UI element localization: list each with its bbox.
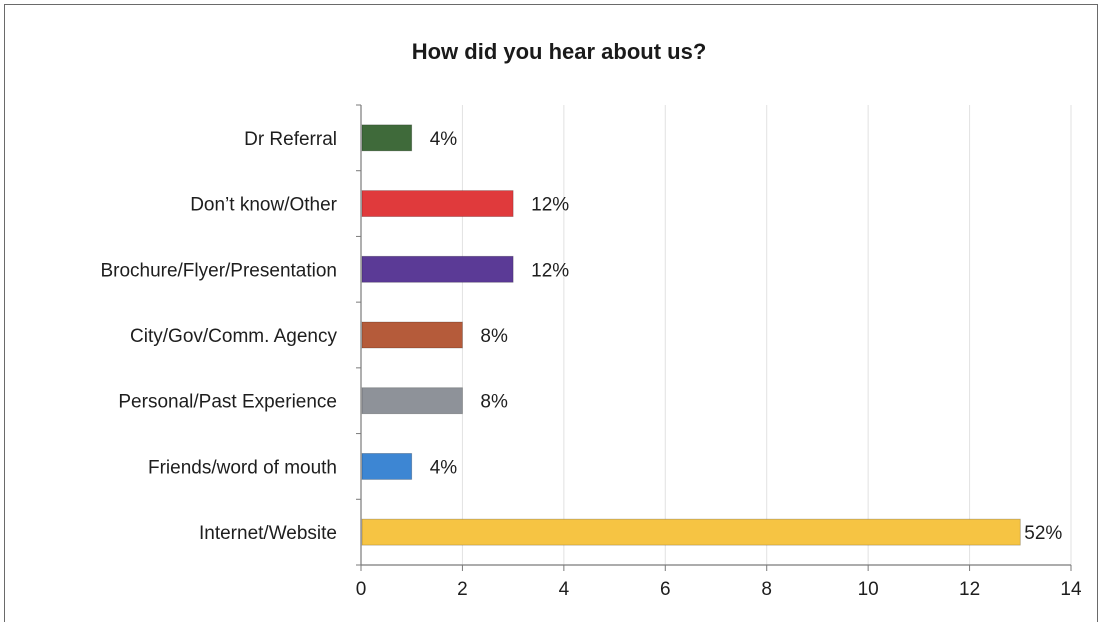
data-label: 4% [430, 129, 458, 150]
x-tick-label: 6 [660, 579, 671, 600]
category-label: Dr Referral [244, 129, 337, 150]
labels: Dr Referral 4% Don’t know/Other 12% Brochure… [100, 129, 1062, 544]
category-label: Friends/word of mouth [148, 457, 337, 478]
category-label: Brochure/Flyer/Presentation [100, 260, 337, 281]
bar [361, 124, 413, 152]
category-label: Don’t know/Other [190, 195, 337, 216]
bar [361, 453, 413, 480]
chart-frame: How did you hear about us? 0 2 4 6 8 10 12 14 D… [4, 4, 1098, 622]
data-label: 12% [531, 195, 569, 216]
x-tick-label: 10 [858, 579, 879, 600]
gridlines [461, 105, 1072, 565]
data-label: 12% [531, 260, 569, 281]
x-tick-label: 4 [559, 579, 570, 600]
x-tick-label: 14 [1060, 579, 1082, 600]
bar [361, 518, 1021, 546]
category-label: Personal/Past Experience [118, 392, 337, 413]
bar [361, 190, 514, 217]
chart-title: How did you hear about us? [412, 39, 707, 64]
bar [361, 387, 463, 415]
axes: 0 2 4 6 8 10 12 14 [356, 104, 1082, 600]
bar [361, 321, 463, 349]
x-tick-label: 2 [457, 579, 468, 600]
data-label: 52% [1024, 523, 1062, 544]
data-label: 8% [480, 326, 508, 347]
bar [361, 255, 514, 283]
bar-chart: How did you hear about us? 0 2 4 6 8 10 12 14 D… [100, 39, 1082, 600]
category-label: Internet/Website [199, 523, 337, 544]
x-tick-label: 12 [959, 579, 980, 600]
data-label: 8% [480, 392, 508, 413]
bars [361, 124, 1021, 546]
x-tick-label: 0 [356, 579, 367, 600]
x-tick-label: 8 [761, 579, 772, 600]
data-label: 4% [430, 457, 458, 478]
category-label: City/Gov/Comm. Agency [130, 326, 337, 347]
